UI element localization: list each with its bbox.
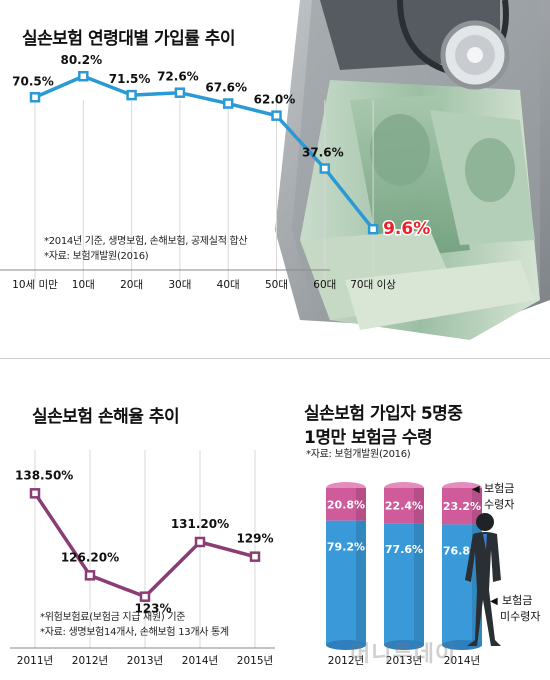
age-rate-point	[222, 98, 234, 109]
bar-base	[384, 640, 424, 650]
legend-not-received-arrow: ◀	[490, 596, 498, 607]
age-x-tick-label: 10세 미만	[12, 279, 58, 291]
age-rate-data-label: 80.2%	[60, 53, 102, 67]
age-rate-data-label: 62.0%	[254, 93, 296, 107]
non-recipient-bar-segment	[384, 523, 424, 645]
bar-base	[326, 640, 366, 650]
loss-ratio-data-label: 123%	[134, 602, 171, 616]
recipients-source: *자료: 보험개발원(2016)	[306, 449, 411, 460]
age-rate-series-line	[34, 74, 375, 231]
loss-x-tick-label: 2014년	[182, 655, 218, 667]
loss-ratio-point	[194, 536, 206, 548]
age-chart-notes: *2014년 기준, 생명보험, 손해보험, 공제실적 합산 *자료: 보험개발…	[44, 234, 248, 264]
age-x-tick-label: 70대 이상	[350, 279, 396, 291]
age-chart-note-1: *2014년 기준, 생명보험, 손해보험, 공제실적 합산	[44, 236, 248, 247]
recipients-title-line-1: 실손보험 가입자 5명중	[304, 404, 463, 424]
bar-side-shade	[356, 488, 366, 645]
non-recipient-data-label: 79.2%	[327, 541, 365, 554]
age-rate-point	[174, 87, 186, 98]
recipient-bar-segment	[384, 488, 424, 524]
loss-x-tick-label: 2015년	[237, 655, 273, 667]
age-rate-point	[78, 70, 89, 82]
loss-ratio-point	[29, 488, 41, 499]
age-rate-chart: 70.5% 10세 미만 80.2% 10대 71.5% 20대 72.6% 30대 67.6%…	[0, 53, 432, 291]
legend-not-received-label-2: 미수령자	[500, 610, 540, 623]
money-stethoscope-photo	[275, 0, 550, 340]
loss-ratio-data-label: 131.20%	[171, 517, 229, 531]
age-rate-point	[367, 223, 379, 235]
age-rate-data-label: 71.5%	[109, 72, 151, 86]
age-rate-point	[29, 92, 41, 103]
age-rate-point	[126, 89, 137, 101]
recipients-x-tick-label: 2012년	[328, 655, 364, 667]
non-recipient-bar-segment	[326, 520, 366, 645]
loss-x-tick-label: 2011년	[17, 655, 53, 667]
age-x-tick-label: 10대	[72, 279, 95, 291]
age-x-tick-label: 60대	[313, 279, 336, 291]
loss-ratio-data-label: 129%	[236, 532, 273, 546]
legend-received-label-2: 수령자	[484, 498, 514, 511]
recipients-x-tick-label: 2013년	[386, 655, 422, 667]
age-rate-point	[319, 163, 331, 174]
legend-not-received-label-1: 보험금	[502, 594, 532, 607]
loss-ratio-data-label: 126.20%	[61, 550, 119, 564]
age-rate-data-label: 72.6%	[157, 70, 199, 84]
recipient-bar-segment	[442, 488, 482, 525]
age-rate-data-label: 67.6%	[205, 81, 247, 95]
loss-ratio-note-1: *위험보험료(보험금 지급 재원) 기준	[40, 612, 186, 623]
loss-ratio-note-2: *자료: 생명보험14개사, 손해보험 13개사 통계	[40, 627, 229, 638]
walking-person-icon	[465, 513, 501, 646]
loss-ratio-data-label: 138.50%	[15, 468, 73, 482]
recipient-data-label: 22.4%	[385, 500, 423, 513]
age-rate-data-label: 37.6%	[302, 146, 344, 160]
loss-x-tick-label: 2013년	[127, 655, 163, 667]
section-divider	[0, 358, 550, 359]
recipients-x-tick-label: 2014년	[444, 655, 480, 667]
recipient-bar-segment	[326, 488, 366, 521]
age-x-tick-label: 20대	[120, 279, 143, 291]
bar-side-shade	[414, 488, 424, 645]
recipient-data-label: 23.2%	[443, 500, 481, 513]
age-chart-title: 실손보험 연령대별 가입률 추이	[22, 29, 236, 49]
age-x-tick-label: 40대	[217, 279, 240, 291]
recipients-title: 실손보험 가입자 5명중 1명만 보험금 수령	[304, 402, 463, 450]
publisher-watermark: 머니투데이	[350, 642, 457, 667]
recipient-data-label: 20.8%	[327, 498, 365, 511]
legend-received-arrow: ◀	[472, 484, 480, 495]
legend-received-label-1: 보험금	[484, 482, 514, 495]
age-rate-point	[271, 110, 282, 121]
age-rate-data-label: 9.6%	[383, 219, 430, 239]
loss-ratio-chart: 138.50% 2011년 126.20% 2012년 123% 2013년 131.20%…	[10, 450, 275, 667]
loss-ratio-point	[84, 570, 96, 581]
age-x-tick-label: 50대	[265, 279, 288, 291]
loss-ratio-point	[139, 591, 151, 602]
recipients-title-line-2: 1명만 보험금 수령	[304, 428, 433, 448]
loss-ratio-point	[249, 551, 261, 562]
loss-x-tick-label: 2012년	[72, 655, 108, 667]
age-x-tick-label: 30대	[168, 279, 191, 291]
age-rate-data-label: 70.5%	[12, 74, 54, 88]
non-recipient-data-label: 77.6%	[385, 543, 423, 556]
loss-ratio-title: 실손보험 손해율 추이	[32, 407, 180, 427]
age-chart-note-2: *자료: 보험개발원(2016)	[44, 251, 149, 262]
loss-ratio-notes: *위험보험료(보험금 지급 재원) 기준 *자료: 생명보험14개사, 손해보험…	[40, 610, 229, 640]
